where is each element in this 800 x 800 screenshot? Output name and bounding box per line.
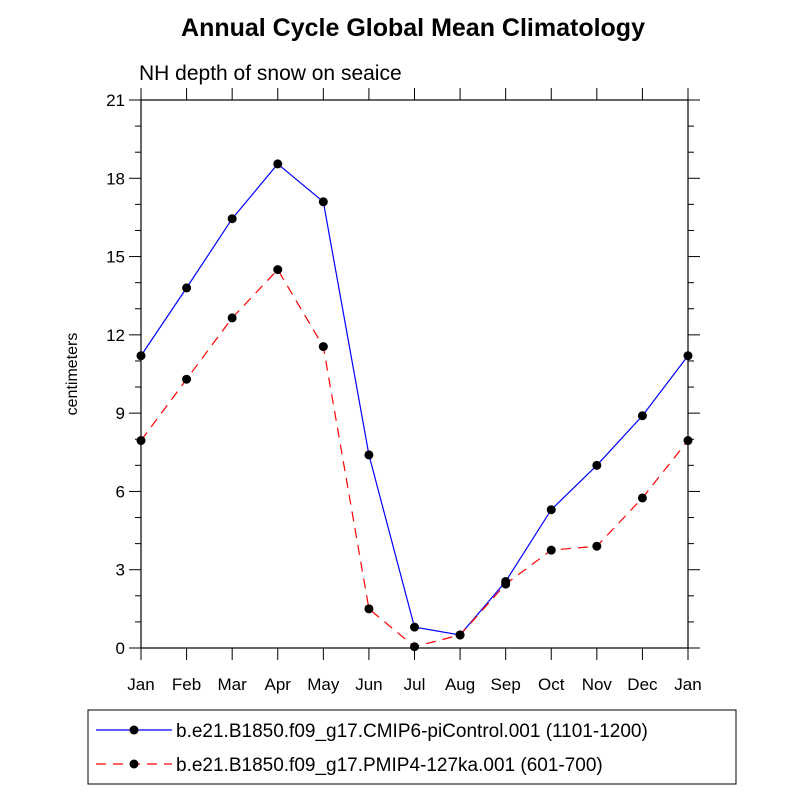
x-tick-label: Feb bbox=[172, 675, 201, 694]
x-tick-label: May bbox=[307, 675, 340, 694]
plot-frame bbox=[140, 99, 689, 649]
y-tick-label: 9 bbox=[116, 404, 125, 423]
chart-subtitle: NH depth of snow on seaice bbox=[139, 62, 402, 85]
data-point-series-1 bbox=[364, 604, 374, 614]
x-tick-label: Jun bbox=[355, 675, 382, 694]
y-tick-label: 6 bbox=[116, 482, 125, 501]
data-point-series-1 bbox=[318, 342, 328, 352]
data-point-series-1 bbox=[683, 436, 693, 446]
data-point-series-0 bbox=[546, 505, 556, 515]
x-tick-label: Sep bbox=[491, 675, 521, 694]
data-point-series-1 bbox=[592, 541, 602, 551]
x-tick-label: Dec bbox=[627, 675, 658, 694]
data-point-series-0 bbox=[637, 411, 647, 421]
data-point-series-1 bbox=[410, 642, 419, 652]
data-point-series-1 bbox=[455, 630, 465, 640]
x-tick-labels: Jan Feb Mar Apr May Jun Jul Aug Sep Oct Nov Dec Jan bbox=[127, 675, 701, 694]
series-layer bbox=[136, 159, 693, 652]
y-tick-labels: 0 3 6 9 12 15 18 21 bbox=[106, 91, 125, 658]
y-tick-label: 12 bbox=[106, 326, 125, 345]
data-point-series-1 bbox=[227, 313, 237, 323]
legend-marker-piControl bbox=[129, 725, 139, 735]
chart-title: Annual Cycle Global Mean Climatology bbox=[181, 14, 645, 42]
x-tick-label: Jan bbox=[127, 675, 154, 694]
y-tick-label: 21 bbox=[106, 91, 125, 110]
legend-label-piControl: b.e21.B1850.f09_g17.CMIP6-piControl.001 … bbox=[176, 721, 648, 742]
data-point-series-1 bbox=[136, 436, 146, 446]
data-point-series-0 bbox=[364, 450, 374, 460]
data-point-series-0 bbox=[592, 460, 602, 470]
data-point-series-0 bbox=[136, 351, 146, 361]
series-line-1 bbox=[140, 268, 689, 648]
legend-box bbox=[87, 709, 737, 785]
data-point-series-1 bbox=[182, 374, 192, 384]
data-point-series-0 bbox=[318, 197, 328, 207]
y-tick-label: 18 bbox=[106, 169, 125, 188]
legend-label-127ka: b.e21.B1850.f09_g17.PMIP4-127ka.001 (601… bbox=[176, 755, 603, 776]
x-tick-label: Mar bbox=[218, 675, 248, 694]
data-point-series-1 bbox=[501, 579, 511, 589]
data-point-series-1 bbox=[546, 545, 556, 555]
y-tick-label: 0 bbox=[116, 639, 125, 658]
y-axis-label: centimeters bbox=[64, 333, 81, 416]
data-point-series-1 bbox=[637, 493, 647, 503]
data-point-series-0 bbox=[227, 214, 237, 224]
legend-marker-127ka bbox=[129, 759, 139, 769]
x-tick-label: Jan bbox=[674, 675, 701, 694]
x-tick-label: Oct bbox=[538, 675, 565, 694]
series-line-0 bbox=[140, 163, 689, 636]
x-tick-label: Apr bbox=[265, 675, 292, 694]
data-point-series-1 bbox=[273, 265, 283, 275]
y-tick-label: 15 bbox=[106, 248, 125, 267]
x-tick-label: Nov bbox=[582, 675, 613, 694]
data-point-series-0 bbox=[410, 622, 419, 632]
axis-ticks bbox=[129, 88, 700, 660]
data-point-series-0 bbox=[273, 159, 283, 169]
y-tick-label: 3 bbox=[116, 561, 125, 580]
data-point-series-0 bbox=[683, 351, 693, 361]
data-point-series-0 bbox=[182, 283, 192, 293]
legend: b.e21.B1850.f09_g17.CMIP6-piControl.001 … bbox=[87, 709, 737, 785]
x-tick-label: Aug bbox=[445, 675, 475, 694]
x-tick-label: Jul bbox=[404, 675, 426, 694]
